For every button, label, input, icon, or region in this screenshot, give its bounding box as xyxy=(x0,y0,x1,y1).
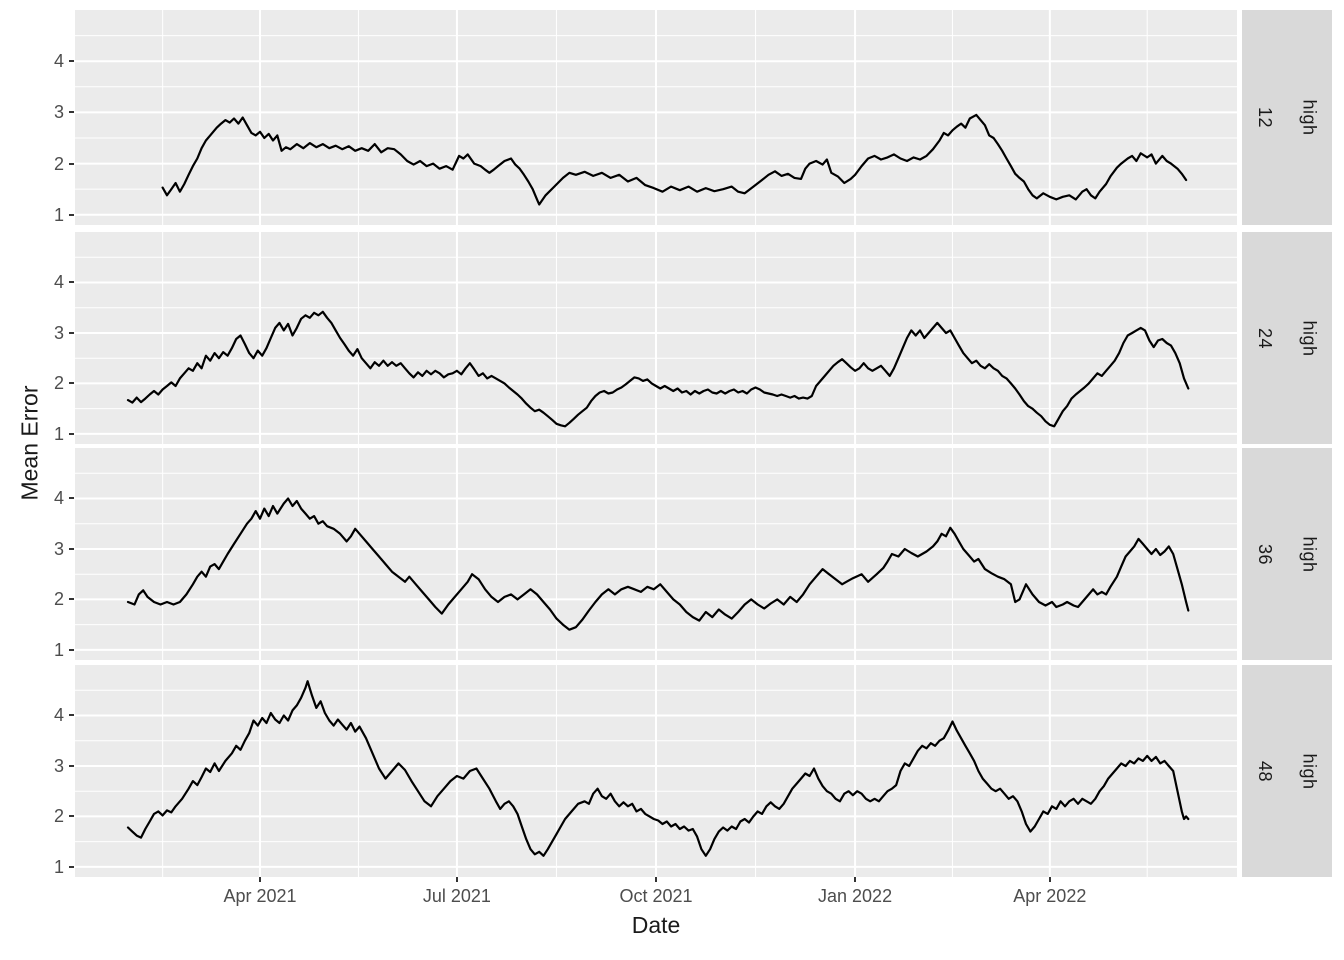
y-axis-tick xyxy=(69,598,74,601)
y-axis-tick xyxy=(69,497,74,500)
y-tick-label: 4 xyxy=(53,51,64,72)
y-tick-label: 4 xyxy=(53,705,64,726)
facet-strip: 36 xyxy=(1242,448,1287,660)
y-tick-label: 4 xyxy=(53,488,64,509)
facet-panel-12 xyxy=(75,10,1237,225)
x-axis-tick xyxy=(854,877,857,882)
y-tick-label: 1 xyxy=(53,423,64,444)
facet-plot-24 xyxy=(75,232,1237,444)
facet-strip: 48 xyxy=(1242,665,1287,877)
facet-strip: 12 xyxy=(1242,10,1287,225)
strip-label-12: 12 xyxy=(1255,106,1275,129)
y-axis-tick xyxy=(69,815,74,818)
y-tick-label: 2 xyxy=(53,153,64,174)
series-line-48 xyxy=(126,680,1190,857)
x-axis-tick xyxy=(455,877,458,882)
facet-strip: high xyxy=(1287,232,1332,444)
x-axis-tick xyxy=(1048,877,1051,882)
y-tick-label: 3 xyxy=(53,322,64,343)
y-axis-tick xyxy=(69,648,74,651)
x-tick-label: Apr 2022 xyxy=(1013,886,1087,906)
facet-panel-48 xyxy=(75,665,1237,877)
y-axis-tick xyxy=(69,162,74,165)
y-axis-tick xyxy=(69,764,74,767)
facet-strip: 24 xyxy=(1242,232,1287,444)
x-tick-label: Jan 2022 xyxy=(818,886,893,906)
y-tick-label: 2 xyxy=(53,806,64,827)
facet-plot-48 xyxy=(75,665,1237,877)
x-tick-label: Apr 2021 xyxy=(223,886,297,906)
y-tick-label: 3 xyxy=(53,102,64,123)
y-axis-tick xyxy=(69,331,74,334)
y-axis-tick xyxy=(69,865,74,868)
y-axis-tick xyxy=(69,60,74,63)
y-tick-label: 1 xyxy=(53,856,64,877)
facet-strip: high xyxy=(1287,10,1332,225)
strip-label-24: 24 xyxy=(1255,327,1275,349)
x-axis-title: Date xyxy=(631,912,681,938)
facet-strip: high xyxy=(1287,665,1332,877)
y-axis-tick xyxy=(69,432,74,435)
series-line-12 xyxy=(161,113,1188,206)
x-axis-tick xyxy=(259,877,261,882)
y-axis-tick xyxy=(69,111,74,114)
strip-label-high-48: high xyxy=(1300,752,1320,790)
strip-label-high-36: high xyxy=(1300,535,1320,573)
y-axis-tick xyxy=(69,547,74,550)
y-axis-tick xyxy=(69,213,74,216)
y-tick-label: 1 xyxy=(53,204,64,225)
x-axis-tick xyxy=(655,877,657,882)
series-line-24 xyxy=(126,310,1190,428)
x-tick-label: Oct 2021 xyxy=(619,886,693,906)
y-tick-label: 1 xyxy=(53,639,64,660)
strip-label-48: 48 xyxy=(1255,760,1275,782)
y-axis-tick xyxy=(69,382,74,385)
facet-panel-36 xyxy=(75,448,1237,660)
strip-label-36: 36 xyxy=(1255,543,1275,565)
facet-plot-36 xyxy=(75,448,1237,660)
y-tick-label: 4 xyxy=(53,272,64,293)
y-axis-tick xyxy=(69,714,74,717)
facet-panel-24 xyxy=(75,232,1237,444)
y-axis-tick xyxy=(69,281,74,284)
y-tick-label: 2 xyxy=(53,373,64,394)
series-line-36 xyxy=(126,497,1190,631)
strip-label-high-12: high xyxy=(1300,99,1320,136)
y-tick-label: 2 xyxy=(53,589,64,610)
strip-label-high-24: high xyxy=(1300,319,1320,357)
facet-plot-12 xyxy=(75,10,1237,225)
y-tick-label: 3 xyxy=(53,755,64,776)
y-tick-label: 3 xyxy=(53,538,64,559)
x-tick-label: Jul 2021 xyxy=(422,886,491,906)
facet-strip: high xyxy=(1287,448,1332,660)
